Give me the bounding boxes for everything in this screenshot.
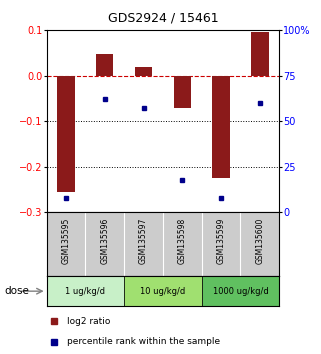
Text: dose: dose (5, 286, 30, 296)
Text: GSM135596: GSM135596 (100, 217, 109, 264)
Text: GSM135595: GSM135595 (61, 217, 70, 264)
Bar (96, 54, 113, 76)
Bar (251, 32, 269, 76)
Bar (202, 276, 279, 306)
Bar (47, 276, 124, 306)
Bar (213, 76, 230, 178)
Text: 1000 ug/kg/d: 1000 ug/kg/d (213, 287, 268, 296)
Bar (174, 76, 191, 108)
Text: GSM135597: GSM135597 (139, 217, 148, 264)
Text: GSM135600: GSM135600 (256, 217, 265, 264)
Text: 1 ug/kg/d: 1 ug/kg/d (65, 287, 105, 296)
Bar (135, 67, 152, 76)
Bar (124, 276, 202, 306)
Bar (57, 76, 75, 192)
Text: GDS2924 / 15461: GDS2924 / 15461 (108, 12, 218, 25)
Text: log2 ratio: log2 ratio (67, 316, 111, 326)
Text: GSM135599: GSM135599 (217, 217, 226, 264)
Text: GSM135598: GSM135598 (178, 217, 187, 264)
Text: 10 ug/kg/d: 10 ug/kg/d (140, 287, 186, 296)
Text: percentile rank within the sample: percentile rank within the sample (67, 337, 221, 346)
